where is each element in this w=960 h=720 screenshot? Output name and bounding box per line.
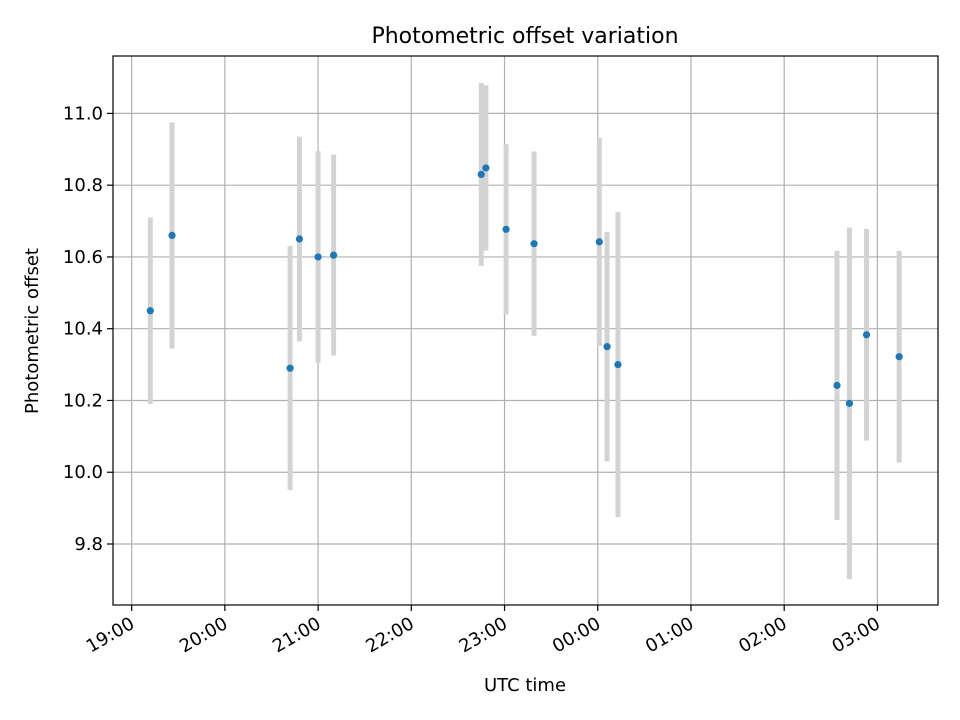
y-tick-label: 9.8	[74, 534, 103, 555]
x-tick-label: 19:00	[83, 613, 138, 657]
data-point	[595, 238, 603, 246]
y-tick-label: 11.0	[63, 103, 103, 124]
y-tick-label: 10.0	[63, 462, 103, 483]
data-point	[895, 353, 903, 361]
data-point	[330, 251, 338, 259]
x-tick-label: 02:00	[735, 613, 790, 657]
data-points	[146, 164, 903, 407]
x-axis-label: UTC time	[484, 675, 566, 696]
data-point	[502, 225, 510, 233]
data-point	[295, 235, 304, 243]
y-axis-ticks: 9.8 10.0 10.2 10.4 10.6 10.8 11.0	[63, 103, 113, 555]
data-point	[477, 170, 485, 179]
y-tick-label: 10.6	[63, 247, 103, 268]
x-tick-label: 23:00	[456, 613, 511, 657]
grid	[113, 56, 938, 605]
data-point	[168, 231, 176, 240]
plot-frame	[112, 55, 939, 606]
data-point	[833, 381, 841, 389]
y-tick-label: 10.4	[63, 319, 103, 340]
data-point	[603, 343, 611, 351]
data-point	[482, 164, 490, 172]
x-axis-ticks: 19:00 20:00 21:00 22:00 23:00 00:00 01:00 02:00…	[83, 605, 884, 657]
data-point	[614, 360, 622, 369]
data-point	[845, 399, 854, 407]
y-axis-label: Photometric offset	[22, 248, 43, 414]
x-tick-label: 03:00	[828, 613, 883, 657]
y-tick-label: 10.2	[63, 390, 103, 411]
data-point	[146, 307, 154, 315]
x-tick-label: 00:00	[549, 613, 604, 657]
x-tick-label: 21:00	[269, 613, 324, 657]
data-point	[530, 240, 538, 248]
x-tick-label: 20:00	[176, 613, 231, 657]
data-point	[862, 331, 871, 339]
data-point	[314, 253, 322, 261]
data-point	[286, 364, 294, 372]
errorbars	[147, 82, 902, 580]
y-tick-label: 10.8	[63, 175, 103, 196]
x-tick-label: 22:00	[362, 613, 417, 657]
x-tick-label: 01:00	[642, 613, 697, 657]
chart-title: Photometric offset variation	[371, 24, 678, 49]
